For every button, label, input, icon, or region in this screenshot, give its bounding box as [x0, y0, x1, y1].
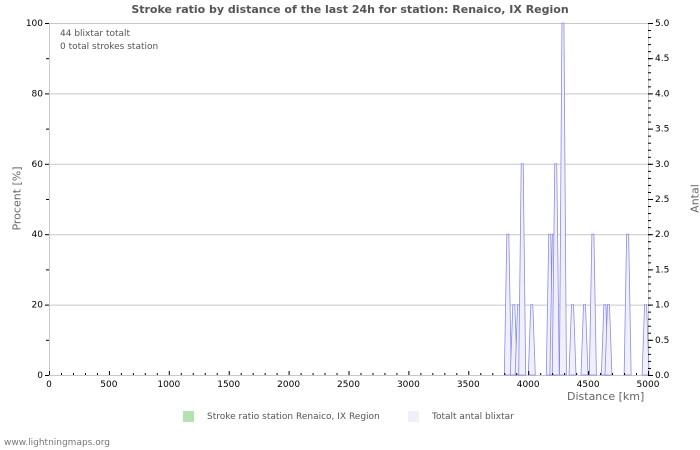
svg-text:3.0: 3.0 [655, 160, 670, 170]
legend-item-total: Totalt antal blixtar [408, 411, 514, 422]
svg-text:4.5: 4.5 [655, 54, 669, 64]
svg-text:20: 20 [32, 301, 44, 311]
footer-credit: www.lightningmaps.org [4, 438, 110, 448]
svg-text:5000: 5000 [637, 380, 660, 390]
svg-text:2000: 2000 [277, 380, 300, 390]
svg-text:80: 80 [32, 89, 44, 99]
svg-text:1.0: 1.0 [655, 301, 670, 311]
svg-text:100: 100 [26, 19, 43, 29]
svg-text:0: 0 [46, 380, 52, 390]
svg-text:500: 500 [100, 380, 117, 390]
info-total-strokes: 44 blixtar totalt [60, 29, 131, 39]
svg-text:0.5: 0.5 [655, 336, 669, 346]
legend-item-stroke-ratio: Stroke ratio station Renaico, IX Region [183, 411, 380, 422]
svg-text:4000: 4000 [517, 380, 540, 390]
svg-text:3000: 3000 [397, 380, 420, 390]
svg-text:5.0: 5.0 [655, 19, 670, 29]
svg-text:0: 0 [37, 371, 43, 381]
svg-text:2500: 2500 [337, 380, 360, 390]
legend-label: Totalt antal blixtar [432, 411, 514, 422]
legend-swatch-lavender [408, 411, 419, 422]
svg-text:3500: 3500 [457, 380, 480, 390]
svg-text:3.5: 3.5 [655, 125, 669, 135]
svg-text:4500: 4500 [577, 380, 600, 390]
legend-swatch-green [183, 411, 194, 422]
svg-text:1500: 1500 [217, 380, 240, 390]
chart-title: Stroke ratio by distance of the last 24h… [131, 3, 569, 16]
y-right-axis-title: Antal [688, 184, 700, 213]
svg-text:2.0: 2.0 [655, 230, 670, 240]
svg-text:0.0: 0.0 [655, 371, 670, 381]
info-station-strokes: 0 total strokes station [60, 42, 159, 52]
legend-label: Stroke ratio station Renaico, IX Region [207, 411, 380, 422]
svg-text:4.0: 4.0 [655, 89, 670, 99]
svg-text:1.5: 1.5 [655, 265, 669, 275]
svg-text:40: 40 [32, 230, 44, 240]
legend: Stroke ratio station Renaico, IX Region … [0, 411, 700, 427]
svg-text:60: 60 [32, 160, 44, 170]
svg-text:2.5: 2.5 [655, 195, 669, 205]
svg-text:1000: 1000 [157, 380, 180, 390]
x-axis-title: Distance [km] [567, 390, 645, 403]
y-left-axis-title: Procent [%] [10, 166, 24, 231]
